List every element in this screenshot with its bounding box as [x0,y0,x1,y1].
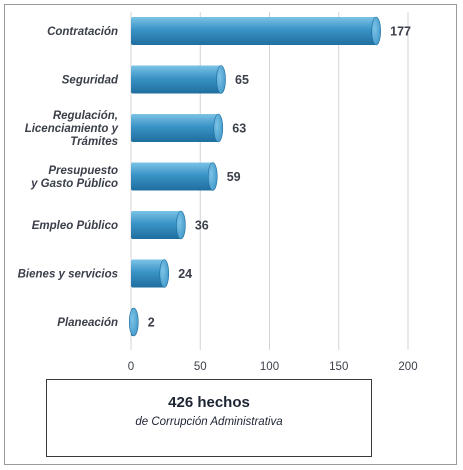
category-label: Empleo Público [32,220,118,232]
bar-cap [159,259,170,288]
category-label: Planeación [57,317,118,329]
bar [131,65,222,94]
bar-cap [371,16,381,46]
x-tick-label: 50 [194,361,207,373]
data-label: 63 [232,122,246,136]
bar-cap [176,210,186,240]
bar-cap [128,307,139,337]
x-tick-label: 100 [260,361,279,373]
category-label: Presupuesto y Gasto Público [30,165,118,190]
x-tick-label: 0 [128,361,134,373]
data-label: 2 [148,316,155,330]
bars [128,16,381,337]
x-tick-label: 200 [398,361,417,373]
category-label: Contratación [47,26,118,38]
bar [131,162,213,191]
summary-subtitle: de Corrupción Administrativa [135,416,283,428]
labels: 0 50 100 150 200 177 Contratación 65 Seguridad 63… [18,25,418,374]
category-label: Regulación, Licenciamiento y Trámites [25,110,119,148]
category-label: Seguridad [62,75,119,87]
category-label: Bienes y servicios [18,269,118,281]
bar [131,211,181,239]
data-label: 24 [178,267,192,281]
x-tick-label: 150 [329,361,348,373]
data-label: 59 [227,170,241,184]
data-label: 177 [390,25,411,39]
bar-cap [216,65,226,94]
summary-box: 426 hechos de Corrupción Administrativa [46,379,372,457]
bar-cap [207,162,218,191]
data-label: 65 [235,73,249,87]
summary-total: 426 hechos [168,394,250,411]
data-label: 36 [195,219,209,233]
bar [131,114,219,142]
bar [131,259,165,288]
bar [131,17,377,45]
bar-cap [213,113,224,143]
